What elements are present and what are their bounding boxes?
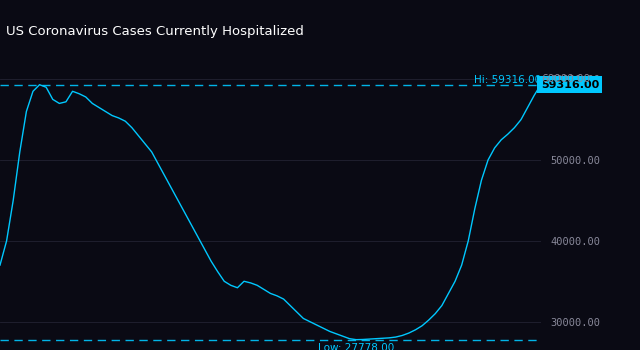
Text: 60000.00: 60000.00 [541, 74, 590, 84]
Text: Low: 27778.00: Low: 27778.00 [318, 343, 394, 350]
Text: US Coronavirus Cases Currently Hospitalized: US Coronavirus Cases Currently Hospitali… [6, 25, 304, 37]
Text: Hi: 59316.00: Hi: 59316.00 [474, 75, 541, 85]
Text: 59316.00: 59316.00 [541, 80, 599, 90]
